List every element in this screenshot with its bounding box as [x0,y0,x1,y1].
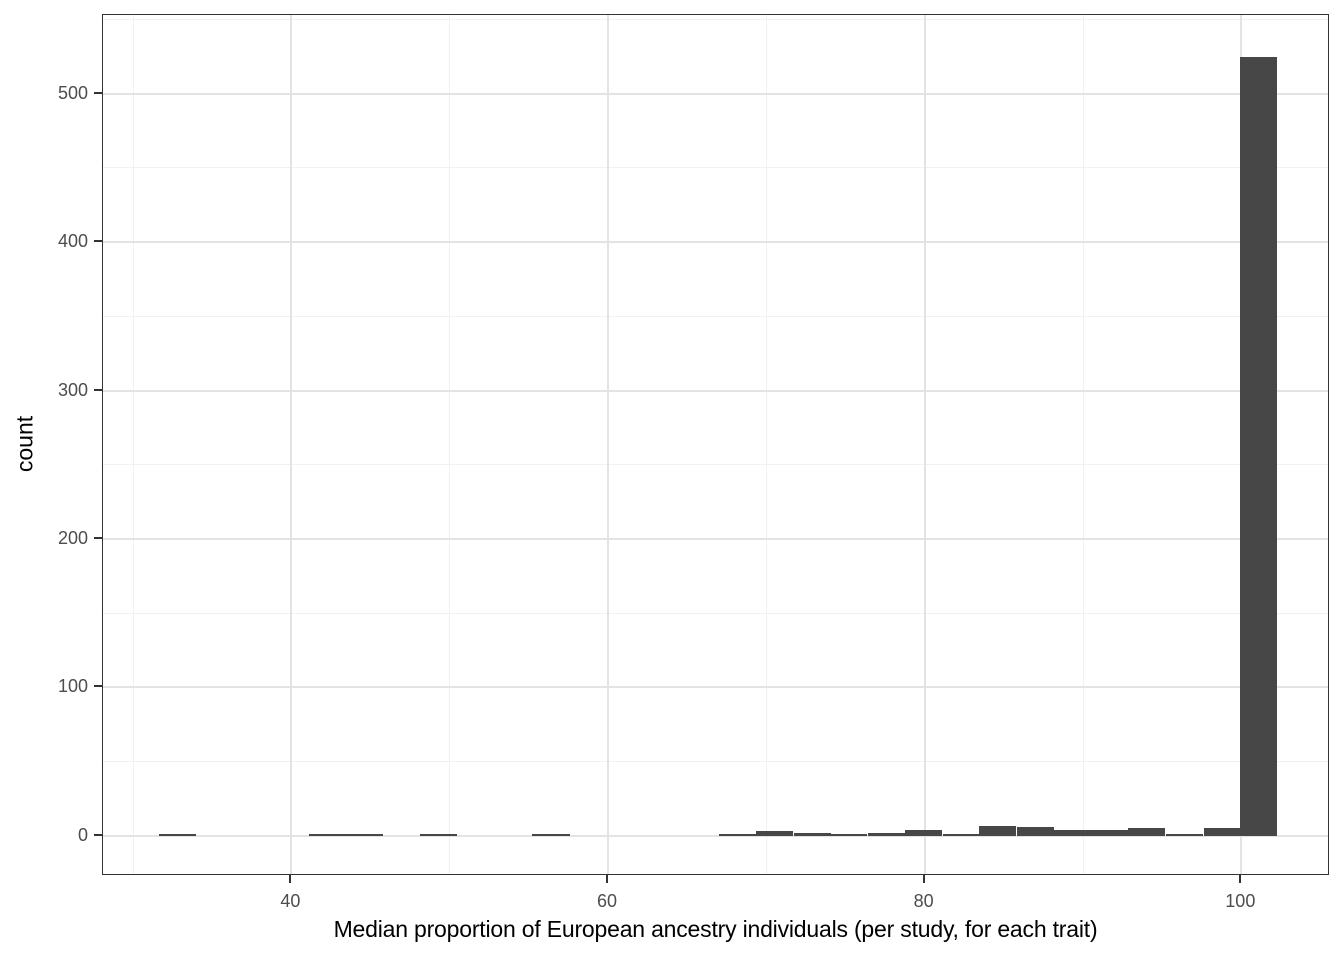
y-major-gridline [103,92,1328,95]
histogram-bar [158,834,196,836]
y-tick-label: 500 [57,82,88,103]
x-major-gridline [607,15,610,874]
x-tick-mark [1239,875,1242,883]
histogram-bar [793,832,831,836]
x-axis-title: Median proportion of European ancestry i… [333,916,1098,942]
y-tick-label: 0 [77,824,88,845]
histogram-bar [868,832,906,836]
y-minor-gridline [103,18,1328,20]
y-minor-gridline [103,315,1328,317]
y-tick-mark [94,388,102,391]
histogram-bar [420,834,458,836]
x-major-gridline [290,15,293,874]
y-minor-gridline [103,167,1328,169]
y-tick-label: 300 [57,379,88,400]
y-major-gridline [103,834,1328,837]
x-minor-gridline [765,15,767,874]
histogram-bar [532,834,570,836]
y-tick-mark [94,685,102,688]
histogram-bar [755,831,793,836]
x-tick-label: 100 [1225,891,1256,911]
x-tick-label: 60 [597,891,618,911]
y-tick-label: 100 [57,676,88,697]
histogram-bar [904,829,942,836]
x-tick-label: 40 [280,891,301,911]
y-axis-title: count [11,415,38,473]
histogram-bar [942,834,980,836]
y-minor-gridline [103,612,1328,614]
x-tick-label: 80 [913,891,934,911]
y-tick-mark [94,91,102,94]
y-tick-mark [94,240,102,243]
histogram-bar [1127,828,1165,836]
y-tick-label: 400 [57,231,88,252]
histogram-bar [719,834,757,836]
y-major-gridline [103,538,1328,541]
y-tick-mark [94,537,102,540]
y-major-gridline [103,389,1328,392]
y-major-gridline [103,686,1328,689]
x-tick-mark [922,875,925,883]
y-minor-gridline [103,464,1328,466]
x-tick-mark [606,875,609,883]
x-minor-gridline [132,15,134,874]
x-tick-mark [289,875,292,883]
histogram-bar [1053,829,1091,836]
histogram-bar [1016,827,1055,836]
y-minor-gridline [103,761,1328,763]
x-minor-gridline [449,15,451,874]
y-major-gridline [103,241,1328,244]
x-major-gridline [923,15,926,874]
histogram-bar [1165,834,1203,836]
plot-panel [102,14,1329,875]
histogram-bar [1091,829,1129,836]
histogram-bar [1240,56,1278,836]
histogram-bar [309,834,347,836]
histogram-bar [830,834,868,836]
histogram-bar [978,825,1017,836]
x-minor-gridline [1082,15,1084,874]
y-tick-mark [94,833,102,836]
y-tick-label: 200 [57,528,88,549]
histogram-bar [1203,828,1241,836]
histogram-bar [345,834,383,836]
